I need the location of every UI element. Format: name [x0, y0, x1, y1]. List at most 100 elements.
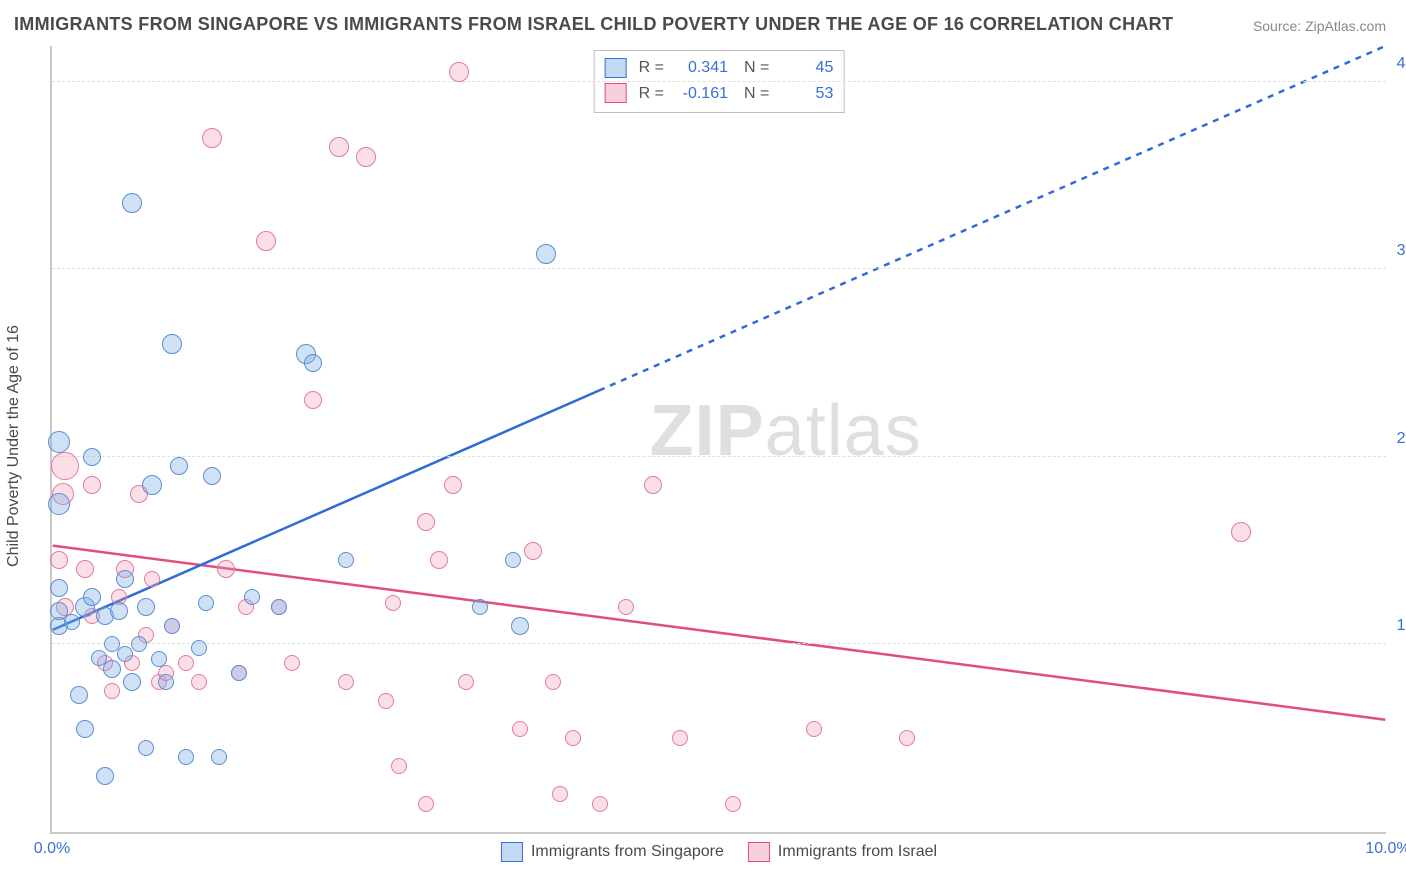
point-israel	[304, 391, 322, 409]
swatch-singapore-icon	[605, 58, 627, 78]
point-singapore	[122, 193, 142, 213]
point-israel	[672, 730, 688, 746]
point-israel	[806, 721, 822, 737]
point-singapore	[203, 467, 221, 485]
point-singapore	[472, 599, 488, 615]
stat-n-value: 45	[777, 55, 833, 81]
point-singapore	[338, 552, 354, 568]
point-singapore	[505, 552, 521, 568]
y-axis-label: Child Poverty Under the Age of 16	[5, 325, 23, 567]
point-israel	[644, 476, 662, 494]
point-singapore	[170, 457, 188, 475]
point-israel	[458, 674, 474, 690]
point-israel	[256, 231, 276, 251]
point-singapore	[137, 598, 155, 616]
point-singapore	[76, 720, 94, 738]
gridline	[52, 268, 1386, 269]
point-israel	[202, 128, 222, 148]
point-israel	[217, 560, 235, 578]
point-israel	[418, 796, 434, 812]
x-tick-label: 0.0%	[34, 840, 70, 858]
stat-r-label: R =	[639, 81, 664, 107]
point-singapore	[116, 570, 134, 588]
point-israel	[391, 758, 407, 774]
point-singapore	[96, 767, 114, 785]
stat-n-label: N =	[744, 55, 769, 81]
point-israel	[50, 551, 68, 569]
chart-title: IMMIGRANTS FROM SINGAPORE VS IMMIGRANTS …	[14, 14, 1173, 35]
point-singapore	[138, 740, 154, 756]
point-singapore	[110, 602, 128, 620]
point-singapore	[83, 588, 101, 606]
stat-r-value: 0.341	[672, 55, 728, 81]
legend-label: Immigrants from Israel	[778, 843, 937, 861]
point-singapore	[511, 617, 529, 635]
point-israel	[552, 786, 568, 802]
point-singapore	[244, 589, 260, 605]
point-israel	[83, 476, 101, 494]
point-israel	[725, 796, 741, 812]
point-israel	[899, 730, 915, 746]
source-label: Source: ZipAtlas.com	[1253, 18, 1386, 34]
stats-legend-row: R = -0.161 N = 53	[605, 81, 834, 107]
point-singapore	[198, 595, 214, 611]
point-israel	[512, 721, 528, 737]
legend-label: Immigrants from Singapore	[531, 843, 724, 861]
point-israel	[449, 62, 469, 82]
point-israel	[104, 683, 120, 699]
point-israel	[338, 674, 354, 690]
point-singapore	[142, 475, 162, 495]
legend-item-singapore: Immigrants from Singapore	[501, 842, 724, 862]
point-singapore	[211, 749, 227, 765]
watermark: ZIPatlas	[650, 390, 922, 472]
swatch-singapore-icon	[501, 842, 523, 862]
point-israel	[191, 674, 207, 690]
point-israel	[618, 599, 634, 615]
point-israel	[417, 513, 435, 531]
point-singapore	[536, 244, 556, 264]
stat-n-label: N =	[744, 81, 769, 107]
gridline	[52, 81, 1386, 82]
point-israel	[178, 655, 194, 671]
point-singapore	[162, 334, 182, 354]
gridline	[52, 456, 1386, 457]
swatch-israel-icon	[748, 842, 770, 862]
stats-legend: R = 0.341 N = 45 R = -0.161 N = 53	[594, 50, 845, 113]
point-singapore	[123, 673, 141, 691]
point-israel	[329, 137, 349, 157]
series-legend: Immigrants from Singapore Immigrants fro…	[501, 842, 937, 862]
point-singapore	[48, 431, 70, 453]
stat-r-value: -0.161	[672, 81, 728, 107]
point-israel	[385, 595, 401, 611]
stats-legend-row: R = 0.341 N = 45	[605, 55, 834, 81]
point-singapore	[48, 493, 70, 515]
point-singapore	[178, 749, 194, 765]
swatch-israel-icon	[605, 83, 627, 103]
chart-container: IMMIGRANTS FROM SINGAPORE VS IMMIGRANTS …	[0, 0, 1406, 892]
point-singapore	[70, 686, 88, 704]
point-singapore	[231, 665, 247, 681]
point-israel	[51, 452, 79, 480]
point-israel	[144, 571, 160, 587]
point-singapore	[158, 674, 174, 690]
point-israel	[430, 551, 448, 569]
x-tick-label: 10.0%	[1365, 840, 1406, 858]
point-israel	[592, 796, 608, 812]
point-singapore	[103, 660, 121, 678]
y-tick-label: 30.0%	[1397, 242, 1406, 260]
point-singapore	[191, 640, 207, 656]
plot-area: R = 0.341 N = 45 R = -0.161 N = 53 ZIPat…	[50, 46, 1386, 834]
point-singapore	[131, 636, 147, 652]
point-israel	[378, 693, 394, 709]
point-singapore	[271, 599, 287, 615]
legend-item-israel: Immigrants from Israel	[748, 842, 937, 862]
point-singapore	[164, 618, 180, 634]
point-israel	[1231, 522, 1251, 542]
point-israel	[356, 147, 376, 167]
point-israel	[76, 560, 94, 578]
point-israel	[284, 655, 300, 671]
stat-r-label: R =	[639, 55, 664, 81]
point-israel	[444, 476, 462, 494]
point-israel	[565, 730, 581, 746]
point-singapore	[304, 354, 322, 372]
